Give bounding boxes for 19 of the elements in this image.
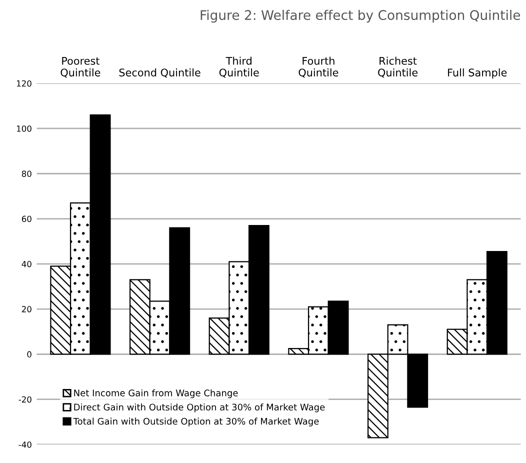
legend-label: Net Income Gain from Wage Change <box>74 389 238 398</box>
y-tick-label: 80 <box>22 170 32 177</box>
y-tick-label: 40 <box>22 260 32 268</box>
y-tick-label: 100 <box>16 125 32 132</box>
y-tick-label: -40 <box>18 441 32 448</box>
x-tick-label: Fourth Quintile <box>298 56 338 78</box>
chart-title: Figure 2: Welfare effect by Consumption Quintile <box>200 10 520 23</box>
y-tick-label: -20 <box>18 396 32 403</box>
x-tick-label: Second Quintile <box>119 68 200 78</box>
x-tick-label: Full Sample <box>448 68 507 78</box>
legend-label: Total Gain with Outside Option at 30% of Market Wage <box>73 418 319 426</box>
x-tick-label: Third Quintile <box>219 56 259 78</box>
y-tick-label: 20 <box>22 306 32 312</box>
legend-label: Direct Gain with Outside Option at 30% of Market Wage <box>74 404 325 412</box>
y-tick-label: 60 <box>22 216 32 222</box>
y-tick-label: 0 <box>27 351 32 358</box>
y-tick-label: 120 <box>16 80 32 87</box>
x-tick-label: Poorest Quintile <box>60 57 100 78</box>
x-tick-label: Richest Quintile <box>378 56 418 78</box>
